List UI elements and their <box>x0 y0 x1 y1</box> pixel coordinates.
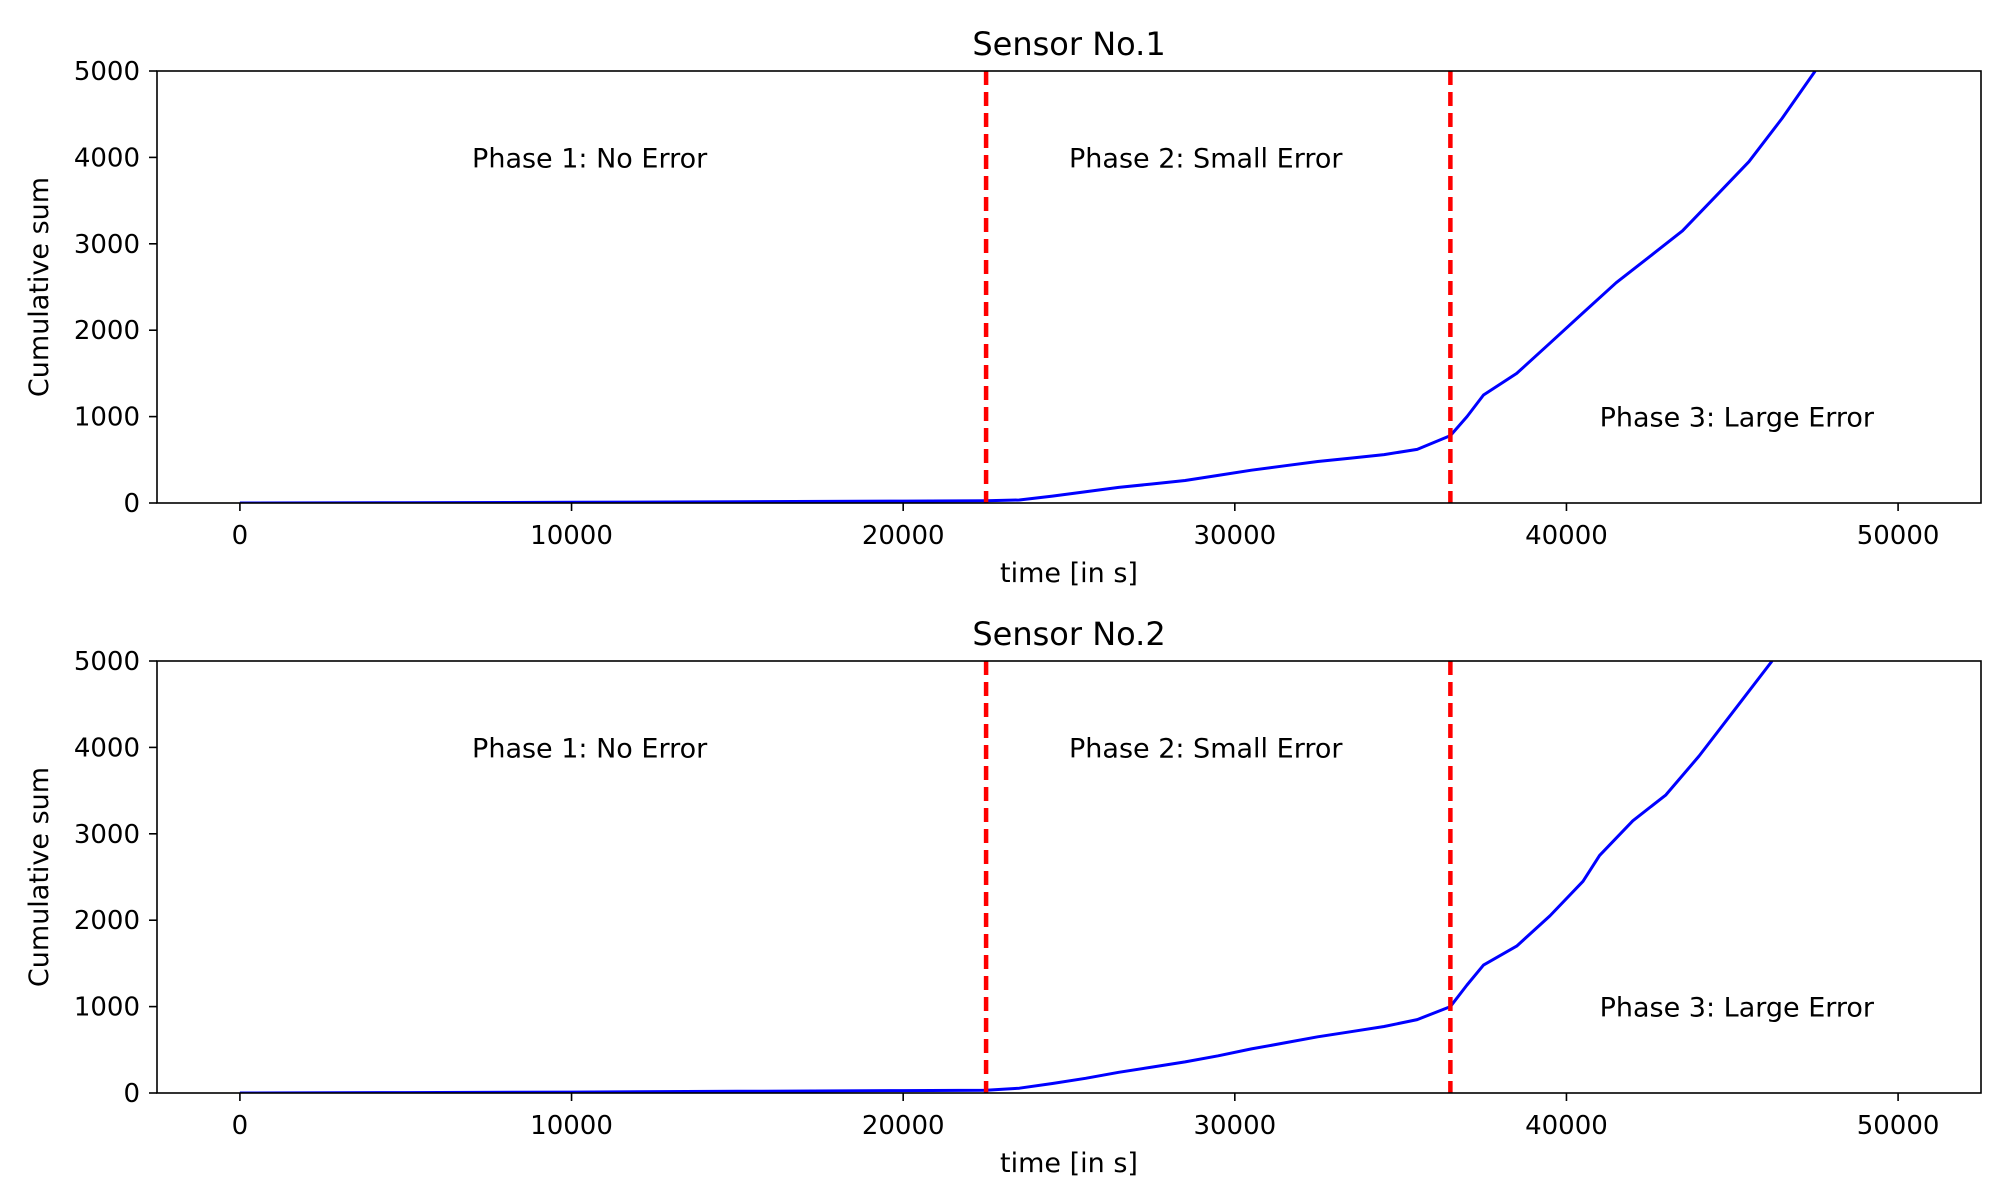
y-tick-label: 4000 <box>74 143 140 173</box>
y-tick-label: 5000 <box>74 647 140 677</box>
x-tick-label: 30000 <box>1193 1111 1276 1141</box>
y-tick-label: 1000 <box>74 403 140 433</box>
y-axis-label: Cumulative sum <box>24 767 55 987</box>
y-tick-label: 2000 <box>74 316 140 346</box>
phase-annotation: Phase 1: No Error <box>472 733 708 764</box>
y-tick-label: 3000 <box>74 230 140 260</box>
x-tick-label: 10000 <box>530 1111 613 1141</box>
chart-title: Sensor No.2 <box>972 615 1165 653</box>
x-axis-label: time [in s] <box>1000 1148 1138 1179</box>
y-tick-label: 0 <box>123 1079 140 1109</box>
x-tick-label: 20000 <box>862 1111 945 1141</box>
y-tick-label: 4000 <box>74 733 140 763</box>
y-tick-label: 3000 <box>74 820 140 850</box>
x-tick-label: 50000 <box>1857 1111 1940 1141</box>
phase-annotation: Phase 3: Large Error <box>1600 403 1875 434</box>
phase-annotation: Phase 1: No Error <box>472 143 708 174</box>
y-tick-label: 1000 <box>74 993 140 1023</box>
x-tick-label: 30000 <box>1193 521 1276 551</box>
data-series-line <box>239 661 1774 1093</box>
y-axis-label: Cumulative sum <box>24 177 55 397</box>
data-series-line <box>239 71 1817 503</box>
y-tick-label: 5000 <box>74 57 140 87</box>
axes-frame <box>156 660 1982 1094</box>
x-tick-label: 0 <box>232 521 249 551</box>
x-tick-label: 40000 <box>1525 1111 1608 1141</box>
x-tick-label: 40000 <box>1525 521 1608 551</box>
y-tick-label: 0 <box>123 489 140 519</box>
phase-annotation: Phase 2: Small Error <box>1069 143 1343 174</box>
y-tick-label: 2000 <box>74 906 140 936</box>
phase-annotation: Phase 2: Small Error <box>1069 733 1343 764</box>
x-tick-label: 20000 <box>862 521 945 551</box>
chart-title: Sensor No.1 <box>972 25 1165 63</box>
x-axis-label: time [in s] <box>1000 558 1138 589</box>
phase-annotation: Phase 3: Large Error <box>1600 993 1875 1024</box>
axes-frame <box>156 70 1982 504</box>
x-tick-label: 50000 <box>1857 521 1940 551</box>
subplot-sensor-2: 0 10000 20000 30000 40000 50000 0 1000 2000 3000 4… <box>24 615 1982 1179</box>
x-tick-label: 0 <box>232 1111 249 1141</box>
subplot-sensor-1: 0 10000 20000 30000 40000 50000 0 1000 2000 3000 4… <box>24 25 1982 589</box>
x-tick-label: 10000 <box>530 521 613 551</box>
